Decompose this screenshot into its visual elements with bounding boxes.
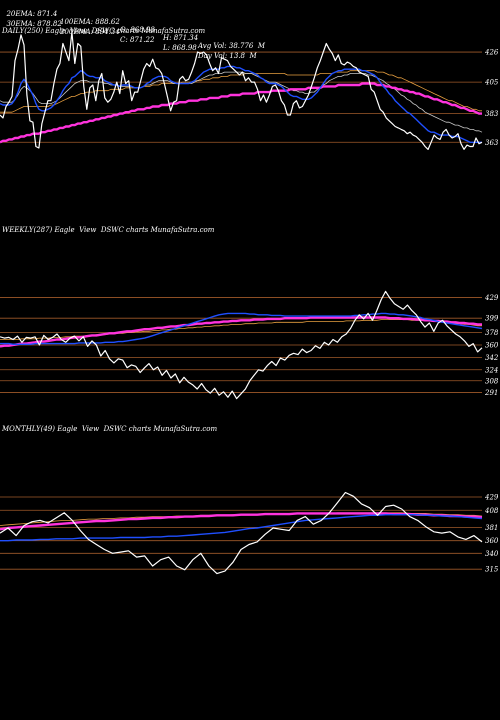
monthly-y-tick-label: 429 [484, 493, 499, 501]
daily-price-line [0, 31, 483, 150]
weekly-y-tick-label: 291 [484, 389, 498, 397]
weekly-y-tick-label: 324 [485, 366, 498, 374]
daily-ema200-line [0, 82, 482, 144]
daily-ema30-line [0, 71, 483, 133]
daily-y-tick-label: 363 [485, 139, 499, 147]
daily-ema20-line [0, 65, 482, 144]
monthly-panel-title: MONTHLY(49) Eagle View DSWC charts Munaf… [2, 425, 218, 433]
avg-vol-value: Avg Vol: 38.776 M [198, 42, 265, 50]
daily-ema100-line [0, 70, 482, 113]
ema100-value: 100EMA: 888.62 [60, 18, 120, 26]
monthly-ema20-line [0, 514, 483, 542]
weekly-ema20-line [0, 312, 483, 345]
monthly-y-tick-label: 315 [485, 566, 499, 574]
daily-y-tick-label: 383 [485, 110, 499, 118]
weekly-ema200-line [0, 316, 482, 348]
daily-y-tick-label: 426 [484, 49, 499, 57]
day-vol-value: Day Vol: 13.8 M [198, 52, 257, 60]
weekly-y-tick-label: 308 [485, 377, 499, 385]
weekly-y-tick-label: 342 [485, 354, 499, 362]
weekly-panel: 429 399 378 360 342 324 308 291 [0, 290, 499, 400]
ema30-value: 30EMA: 878.82 [6, 20, 62, 28]
weekly-y-tick-label: 378 [485, 329, 499, 337]
weekly-price-line [0, 290, 483, 400]
ema20-value: 20EMA: 871.4 [6, 10, 58, 18]
monthly-y-tick-label: 360 [485, 537, 499, 545]
monthly-panel: 429 408 381 360 340 315 [0, 491, 499, 575]
daily-panel: 426 405 383 363 [0, 31, 499, 150]
low-value: L: 868.98 [163, 44, 197, 52]
weekly-panel-title: WEEKLY(287) Eagle View DSWC charts Munaf… [2, 226, 215, 234]
open-value: O: 868.98 [120, 26, 155, 34]
daily-panel-title: DAILY(250) Eagle View DSWC charts Munafa… [2, 27, 206, 35]
monthly-price-line [0, 491, 483, 575]
weekly-y-tick-label: 429 [484, 294, 499, 302]
high-value: H: 871.34 [163, 34, 199, 42]
daily-y-tick-label: 405 [484, 79, 499, 87]
monthly-y-tick-label: 381 [485, 524, 498, 532]
close-value: C: 871.22 [120, 36, 155, 44]
monthly-y-tick-label: 340 [485, 550, 499, 558]
ema200-value: 200EMA: 894.34 [60, 28, 120, 36]
weekly-y-tick-label: 399 [485, 315, 499, 323]
weekly-y-tick-label: 360 [485, 342, 499, 350]
monthly-y-tick-label: 408 [484, 507, 499, 515]
